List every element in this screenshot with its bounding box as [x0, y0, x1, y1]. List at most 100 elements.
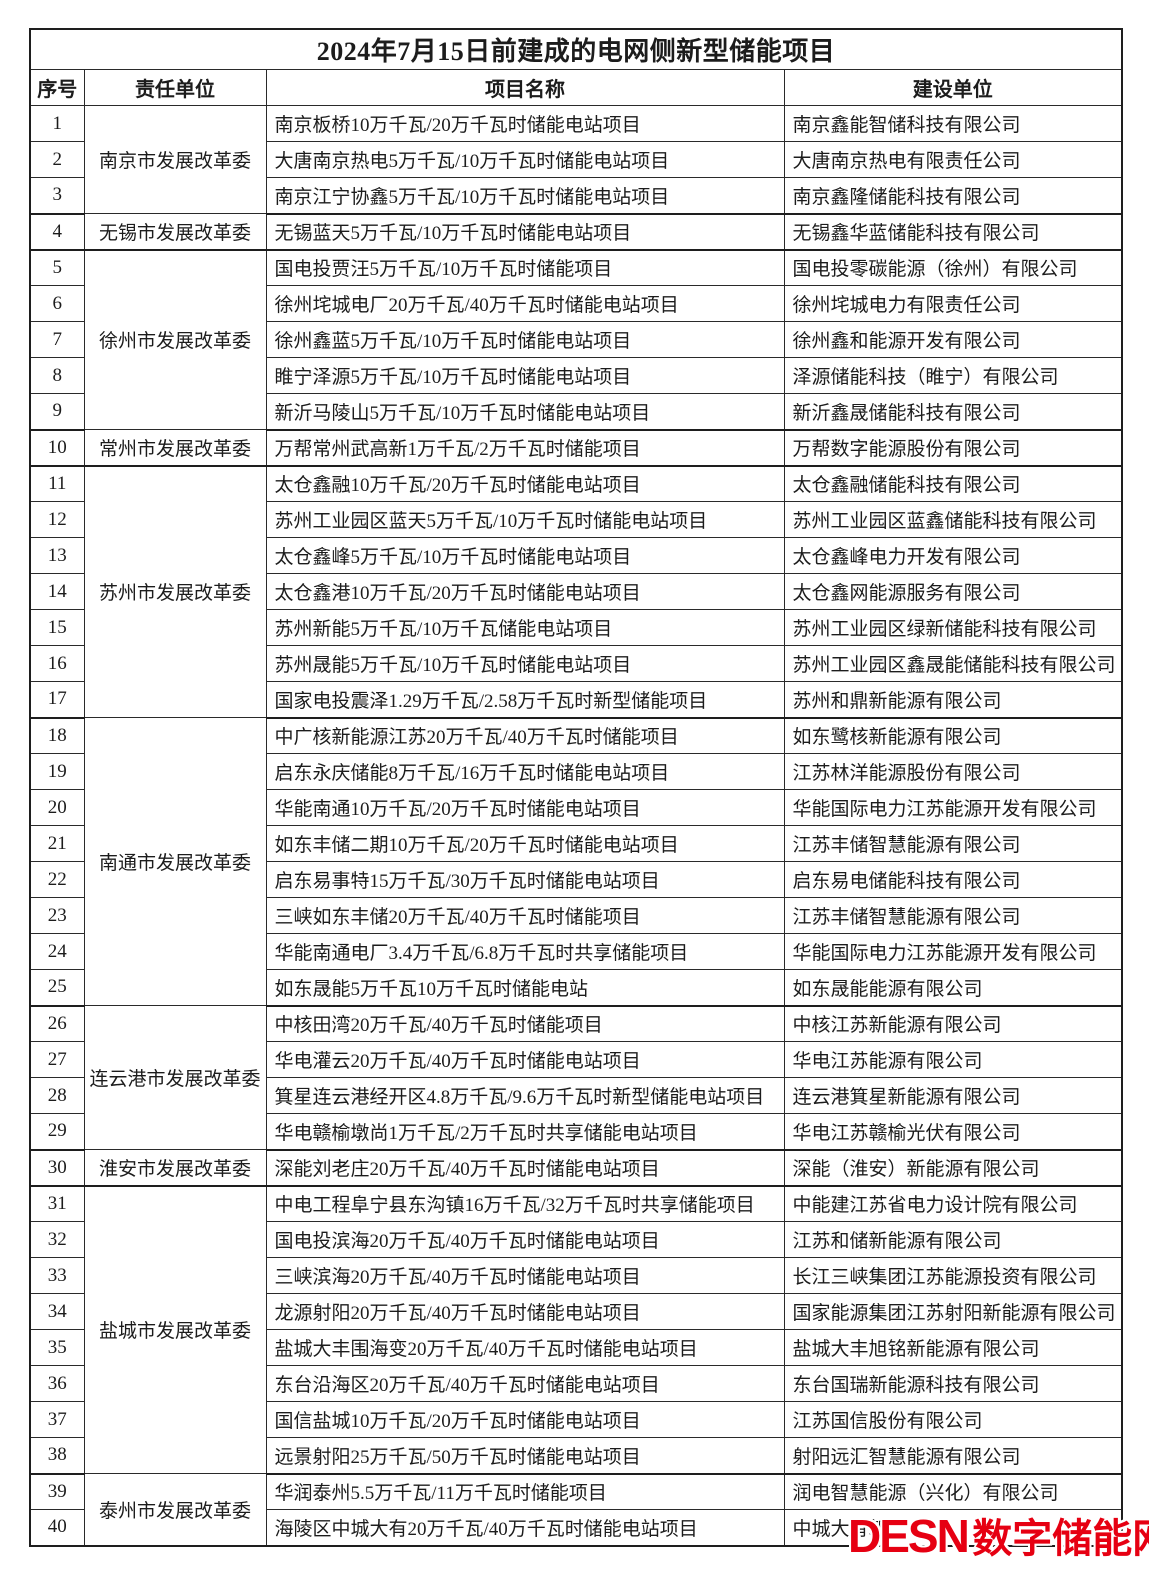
- row-number: 8: [29, 357, 85, 394]
- responsible-unit-cell: 盐城市发展改革委: [83, 1185, 267, 1474]
- builder-cell: 苏州工业园区绿新储能科技有限公司: [783, 609, 1123, 646]
- project-name-cell: 海陵区中城大有20万千瓦/40万千瓦时储能电站项目: [265, 1509, 785, 1547]
- table-row: 35 盐城大丰围海变20万千瓦/40万千瓦时储能电站项目 盐城大丰旭铭新能源有限公司: [29, 1329, 1123, 1366]
- project-name-cell: 启东永庆储能8万千瓦/16万千瓦时储能电站项目: [265, 753, 785, 790]
- project-name-cell: 国电投贾汪5万千瓦/10万千瓦时储能项目: [265, 249, 785, 286]
- table-row: 33 三峡滨海20万千瓦/40万千瓦时储能电站项目 长江三峡集团江苏能源投资有限公司: [29, 1257, 1123, 1294]
- project-name-cell: 徐州鑫蓝5万千瓦/10万千瓦时储能电站项目: [265, 321, 785, 358]
- desn-logo-text: 数字储能网: [972, 1517, 1149, 1561]
- project-name-cell: 启东易事特15万千瓦/30万千瓦时储能电站项目: [265, 861, 785, 898]
- row-number: 36: [29, 1365, 85, 1402]
- table-row: 23 三峡如东丰储20万千瓦/40万千瓦时储能项目 江苏丰储智慧能源有限公司: [29, 897, 1123, 934]
- builder-cell: 长江三峡集团江苏能源投资有限公司: [783, 1257, 1123, 1294]
- project-name-cell: 苏州工业园区蓝天5万千瓦/10万千瓦时储能电站项目: [265, 501, 785, 538]
- row-number: 4: [29, 213, 85, 251]
- table-row: 1 南京市发展改革委 南京板桥10万千瓦/20万千瓦时储能电站项目 南京鑫能智储科技有…: [29, 105, 1123, 214]
- table-row: 37 国信盐城10万千瓦/20万千瓦时储能电站项目 江苏国信股份有限公司: [29, 1401, 1123, 1438]
- row-number: 19: [29, 753, 85, 790]
- builder-cell: 新沂鑫晟储能科技有限公司: [783, 393, 1123, 431]
- table-row: 28 箕星连云港经开区4.8万千瓦/9.6万千瓦时新型储能电站项目 连云港箕星新能源…: [29, 1077, 1123, 1114]
- table-row: 14 太仓鑫港10万千瓦/20万千瓦时储能电站项目 太仓鑫网能源服务有限公司: [29, 573, 1123, 610]
- column-header-unit: 责任单位: [83, 69, 267, 106]
- project-name-cell: 深能刘老庄20万千瓦/40万千瓦时储能电站项目: [265, 1149, 785, 1187]
- table-row: 3 南京江宁协鑫5万千瓦/10万千瓦时储能电站项目 南京鑫隆储能科技有限公司: [29, 177, 1123, 215]
- project-name-cell: 南京板桥10万千瓦/20万千瓦时储能电站项目: [265, 105, 785, 142]
- builder-cell: 大唐南京热电有限责任公司: [783, 141, 1123, 178]
- table-row: 13 太仓鑫峰5万千瓦/10万千瓦时储能电站项目 太仓鑫峰电力开发有限公司: [29, 537, 1123, 574]
- storage-projects-table: 2024年7月15日前建成的电网侧新型储能项目 序号 责任单位 项目名称 建设单…: [29, 28, 1124, 1547]
- project-name-cell: 太仓鑫峰5万千瓦/10万千瓦时储能电站项目: [265, 537, 785, 574]
- project-name-cell: 太仓鑫港10万千瓦/20万千瓦时储能电站项目: [265, 573, 785, 610]
- project-name-cell: 南京江宁协鑫5万千瓦/10万千瓦时储能电站项目: [265, 177, 785, 215]
- project-name-cell: 如东丰储二期10万千瓦/20万千瓦时储能电站项目: [265, 825, 785, 862]
- project-name-cell: 如东晟能5万千瓦10万千瓦时储能电站: [265, 969, 785, 1007]
- row-number: 35: [29, 1329, 85, 1366]
- table-row: 8 睢宁泽源5万千瓦/10万千瓦时储能电站项目 泽源储能科技（睢宁）有限公司: [29, 357, 1123, 394]
- project-name-cell: 国家电投震泽1.29万千瓦/2.58万千瓦时新型储能项目: [265, 681, 785, 719]
- builder-cell: 江苏林洋能源股份有限公司: [783, 753, 1123, 790]
- builder-cell: 射阳远汇智慧能源有限公司: [783, 1437, 1123, 1475]
- table-row: 27 华电灌云20万千瓦/40万千瓦时储能电站项目 华电江苏能源有限公司: [29, 1041, 1123, 1078]
- table-row: 10 常州市发展改革委 万帮常州武高新1万千瓦/2万千瓦时储能项目 万帮数字能源股份有…: [29, 429, 1123, 467]
- table-row: 16 苏州晟能5万千瓦/10万千瓦时储能电站项目 苏州工业园区鑫晟能储能科技有限公司: [29, 645, 1123, 682]
- project-name-cell: 无锡蓝天5万千瓦/10万千瓦时储能电站项目: [265, 213, 785, 251]
- builder-cell: 深能（淮安）新能源有限公司: [783, 1149, 1123, 1187]
- table-row: 31 盐城市发展改革委 中电工程阜宁县东沟镇16万千瓦/32万千瓦时共享储能项目 中能…: [29, 1185, 1123, 1474]
- project-name-cell: 箕星连云港经开区4.8万千瓦/9.6万千瓦时新型储能电站项目: [265, 1077, 785, 1114]
- table-row: 15 苏州新能5万千瓦/10万千瓦储能电站项目 苏州工业园区绿新储能科技有限公司: [29, 609, 1123, 646]
- table-row: 22 启东易事特15万千瓦/30万千瓦时储能电站项目 启东易电储能科技有限公司: [29, 861, 1123, 898]
- row-number: 18: [29, 717, 85, 754]
- project-name-cell: 华润泰州5.5万千瓦/11万千瓦时储能项目: [265, 1473, 785, 1510]
- builder-cell: 国电投零碳能源（徐州）有限公司: [783, 249, 1123, 286]
- table-row: 4 无锡市发展改革委 无锡蓝天5万千瓦/10万千瓦时储能电站项目 无锡鑫华蓝储能科技有…: [29, 213, 1123, 251]
- row-number: 7: [29, 321, 85, 358]
- table-row: 39 泰州市发展改革委 华润泰州5.5万千瓦/11万千瓦时储能项目 润电智慧能源（兴化…: [29, 1473, 1123, 1546]
- builder-cell: 如东晟能能源有限公司: [783, 969, 1123, 1007]
- builder-cell: 苏州工业园区鑫晟能储能科技有限公司: [783, 645, 1123, 682]
- row-number: 34: [29, 1293, 85, 1330]
- row-number: 31: [29, 1185, 85, 1222]
- project-name-cell: 华电灌云20万千瓦/40万千瓦时储能电站项目: [265, 1041, 785, 1078]
- table-row: 30 淮安市发展改革委 深能刘老庄20万千瓦/40万千瓦时储能电站项目 深能（淮安）新…: [29, 1149, 1123, 1187]
- page-title: 2024年7月15日前建成的电网侧新型储能项目: [29, 28, 1123, 70]
- desn-logo: DESN: [848, 1510, 970, 1562]
- responsible-unit-cell: 无锡市发展改革委: [83, 213, 267, 251]
- project-name-cell: 徐州垞城电厂20万千瓦/40万千瓦时储能电站项目: [265, 285, 785, 322]
- storage-projects-document: 2024年7月15日前建成的电网侧新型储能项目 序号 责任单位 项目名称 建设单…: [29, 28, 1124, 1547]
- builder-cell: 南京鑫隆储能科技有限公司: [783, 177, 1123, 215]
- responsible-unit-cell: 泰州市发展改革委: [83, 1473, 267, 1546]
- project-name-cell: 新沂马陵山5万千瓦/10万千瓦时储能电站项目: [265, 393, 785, 431]
- row-number: 25: [29, 969, 85, 1007]
- responsible-unit-cell: 南通市发展改革委: [83, 717, 267, 1006]
- responsible-unit-cell: 南京市发展改革委: [83, 105, 267, 214]
- row-number: 38: [29, 1437, 85, 1475]
- table-row: 25 如东晟能5万千瓦10万千瓦时储能电站 如东晟能能源有限公司: [29, 969, 1123, 1007]
- row-number: 2: [29, 141, 85, 178]
- row-number: 40: [29, 1509, 85, 1547]
- table-row: 38 远景射阳25万千瓦/50万千瓦时储能电站项目 射阳远汇智慧能源有限公司: [29, 1437, 1123, 1475]
- project-name-cell: 华电赣榆墩尚1万千瓦/2万千瓦时共享储能电站项目: [265, 1113, 785, 1151]
- row-number: 21: [29, 825, 85, 862]
- row-number: 10: [29, 429, 85, 467]
- project-name-cell: 华能南通电厂3.4万千瓦/6.8万千瓦时共享储能项目: [265, 933, 785, 970]
- project-name-cell: 苏州新能5万千瓦/10万千瓦储能电站项目: [265, 609, 785, 646]
- row-number: 23: [29, 897, 85, 934]
- row-number: 27: [29, 1041, 85, 1078]
- row-number: 5: [29, 249, 85, 286]
- desn-watermark: DESN 数字储能网: [848, 1506, 1149, 1564]
- project-name-cell: 三峡滨海20万千瓦/40万千瓦时储能电站项目: [265, 1257, 785, 1294]
- table-row: 18 南通市发展改革委 中广核新能源江苏20万千瓦/40万千瓦时储能项目 如东鹭核新能…: [29, 717, 1123, 1006]
- table-row: 29 华电赣榆墩尚1万千瓦/2万千瓦时共享储能电站项目 华电江苏赣榆光伏有限公司: [29, 1113, 1123, 1151]
- table-row: 12 苏州工业园区蓝天5万千瓦/10万千瓦时储能电站项目 苏州工业园区蓝鑫储能科技有…: [29, 501, 1123, 538]
- builder-cell: 连云港箕星新能源有限公司: [783, 1077, 1123, 1114]
- row-number: 14: [29, 573, 85, 610]
- builder-cell: 华电江苏赣榆光伏有限公司: [783, 1113, 1123, 1151]
- builder-cell: 苏州和鼎新能源有限公司: [783, 681, 1123, 719]
- row-number: 11: [29, 465, 85, 502]
- project-name-cell: 盐城大丰围海变20万千瓦/40万千瓦时储能电站项目: [265, 1329, 785, 1366]
- table-body: 1 南京市发展改革委 南京板桥10万千瓦/20万千瓦时储能电站项目 南京鑫能智储科技有…: [29, 105, 1123, 1547]
- row-number: 17: [29, 681, 85, 719]
- header-row: 序号 责任单位 项目名称 建设单位: [29, 69, 1123, 106]
- project-name-cell: 苏州晟能5万千瓦/10万千瓦时储能电站项目: [265, 645, 785, 682]
- project-name-cell: 华能南通10万千瓦/20万千瓦时储能电站项目: [265, 789, 785, 826]
